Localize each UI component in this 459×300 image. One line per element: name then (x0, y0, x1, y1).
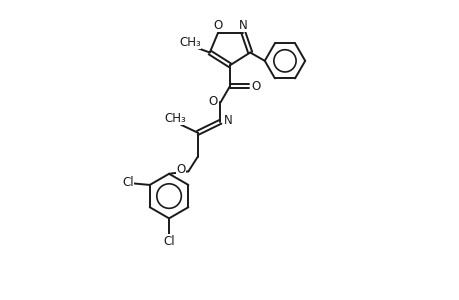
Text: N: N (239, 19, 247, 32)
Text: O: O (251, 80, 260, 93)
Text: N: N (223, 114, 232, 127)
Text: CH₃: CH₃ (164, 112, 186, 125)
Text: Cl: Cl (163, 235, 174, 248)
Text: O: O (176, 164, 185, 176)
Text: Cl: Cl (122, 176, 134, 189)
Text: O: O (208, 95, 217, 108)
Text: CH₃: CH₃ (179, 36, 200, 49)
Text: O: O (213, 19, 222, 32)
